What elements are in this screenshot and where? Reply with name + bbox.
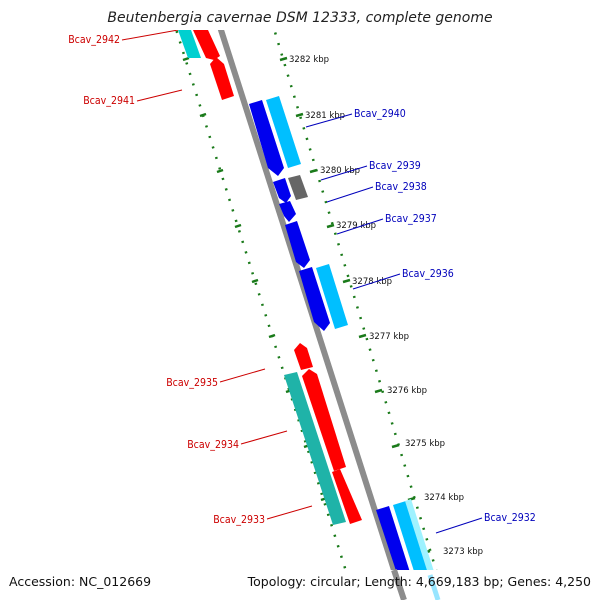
gene-bcav-2933: [332, 469, 362, 524]
gene-bcav-2938: [288, 175, 308, 200]
outer-ring: [273, 30, 438, 570]
kbp-label-3273: 3273 kbp: [443, 547, 483, 557]
forward-features: [178, 30, 362, 525]
gene-bcav-2941: [210, 57, 234, 100]
label-bcav-2939: Bcav_2939: [369, 160, 421, 172]
gene-labels: Bcav_2942 Bcav_2941 Bcav_2940 Bcav_2939 …: [68, 34, 536, 526]
kbp-label-3280: 3280 kbp: [320, 166, 360, 176]
label-bcav-2936: Bcav_2936: [402, 268, 454, 280]
gene-bcav-2939: [273, 178, 291, 203]
gene-bcav-2934: [302, 369, 346, 471]
label-bcav-2932: Bcav_2932: [484, 512, 536, 524]
label-bcav-2937: Bcav_2937: [385, 213, 437, 225]
kbp-labels: 3282 kbp 3281 kbp 3280 kbp 3279 kbp 3278…: [289, 55, 483, 557]
kbp-label-3276: 3276 kbp: [387, 386, 427, 396]
gene-bcav-2940: [249, 100, 284, 176]
map-title: Beutenbergia cavernae DSM 12333, complet…: [107, 10, 492, 26]
label-bcav-2941: Bcav_2941: [83, 95, 135, 107]
kbp-label-3282: 3282 kbp: [289, 55, 329, 65]
kbp-label-3278: 3278 kbp: [352, 277, 392, 287]
accession-text: Accession: NC_012669: [9, 574, 151, 589]
genome-summary-text: Topology: circular; Length: 4,669,183 bp…: [247, 574, 591, 589]
gene-bcav-2936-rna: [316, 264, 348, 329]
inner-ring: [174, 30, 347, 570]
label-leaders: [121, 30, 483, 534]
gene-bcav-2937: [285, 221, 310, 268]
feature-footer-segment: [427, 574, 441, 600]
gene-bcav-2940-rna: [266, 96, 301, 168]
label-bcav-2940: Bcav_2940: [354, 108, 406, 120]
map-area: 3282 kbp 3281 kbp 3280 kbp 3279 kbp 3278…: [121, 30, 483, 570]
backbone-footer-segment: [391, 569, 407, 600]
gene-bcav-2932-rna-b: [405, 499, 434, 570]
gene-bcav-2935: [294, 343, 313, 370]
label-bcav-2934: Bcav_2934: [187, 439, 239, 451]
kbp-label-3275: 3275 kbp: [405, 439, 445, 449]
gene-bcav-2932: [376, 506, 410, 570]
kbp-label-3279: 3279 kbp: [336, 221, 376, 231]
gene-bcav-2936: [299, 267, 330, 331]
gene-bcav-2938b: [279, 201, 296, 222]
kbp-label-3274: 3274 kbp: [424, 493, 464, 503]
reverse-features: [249, 96, 434, 570]
gene-bcav-2934-rna: [284, 372, 346, 525]
gene-bcav-2942: [193, 30, 220, 60]
label-bcav-2935: Bcav_2935: [166, 377, 218, 389]
label-bcav-2933: Bcav_2933: [213, 514, 265, 526]
label-bcav-2938: Bcav_2938: [375, 181, 427, 193]
gene-bcav-2942-rna: [178, 30, 201, 58]
gene-bcav-2932-rna: [393, 501, 428, 570]
genome-backbone: [217, 30, 398, 570]
footer-bg: [0, 570, 600, 600]
kbp-ticks: [279, 56, 431, 555]
label-bcav-2942: Bcav_2942: [68, 34, 120, 46]
kbp-label-3281: 3281 kbp: [305, 111, 345, 121]
kbp-label-3277: 3277 kbp: [369, 332, 409, 342]
